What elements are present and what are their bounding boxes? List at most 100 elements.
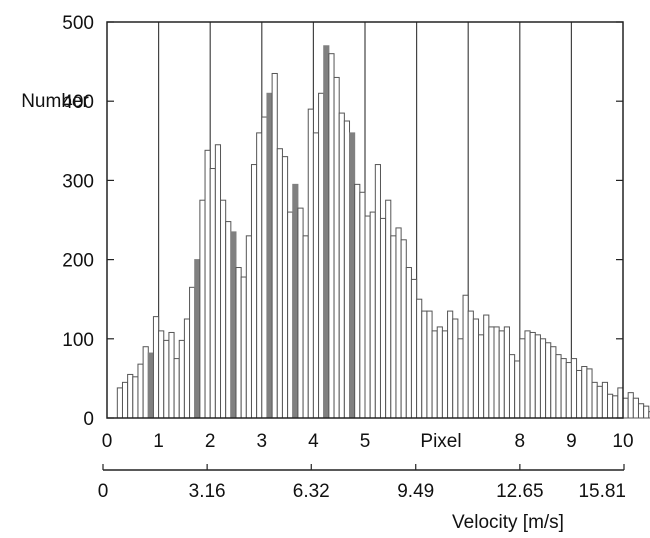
histogram-bar [127, 373, 134, 419]
histogram-bar [612, 395, 619, 419]
histogram-bar [230, 231, 237, 419]
histogram-bar [607, 393, 614, 419]
histogram-bar [400, 239, 407, 419]
histogram-bar [173, 358, 180, 419]
histogram-bar [416, 298, 423, 419]
histogram-bar [627, 392, 634, 419]
y-tick-label: 100 [62, 330, 94, 351]
histogram-bar [508, 354, 516, 419]
velocity-tick-label: 3.16 [189, 481, 226, 502]
velocity-tick-label: 15.81 [578, 481, 626, 502]
x-pixel-axis-title: Pixel [420, 431, 461, 452]
histogram-bar [240, 276, 247, 419]
x-pixel-tick-label: 9 [566, 431, 577, 452]
histogram-bar [529, 331, 536, 419]
histogram-bar [369, 211, 376, 419]
histogram-bar [266, 92, 273, 419]
histogram-bar [364, 215, 371, 419]
histogram-bar [225, 221, 232, 419]
histogram-bar [441, 330, 449, 419]
histogram-bar [178, 339, 185, 419]
histogram-bar [478, 334, 485, 419]
histogram-bar [560, 358, 567, 419]
x-pixel-tick-label: 4 [308, 431, 319, 452]
histogram-bar [472, 318, 480, 419]
x-pixel-tick-label: 10 [612, 431, 633, 452]
histogram-bar [328, 53, 335, 419]
histogram-bar [379, 217, 387, 419]
x-pixel-tick-label: 0 [102, 431, 113, 452]
histogram-bar [261, 116, 268, 419]
histogram-bar [287, 211, 294, 419]
histogram-bar [220, 199, 227, 419]
y-tick-label: 500 [62, 13, 94, 34]
histogram-bar [421, 310, 428, 419]
plot-frame [106, 21, 624, 419]
histogram-bar [632, 397, 639, 419]
histogram-bar [426, 310, 433, 419]
histogram-bar [483, 314, 490, 419]
histogram-bar [312, 132, 320, 419]
histogram-bar [359, 191, 366, 419]
histogram-bar [576, 369, 583, 419]
histogram-bar [493, 326, 500, 419]
histogram-bar [519, 338, 526, 419]
histogram-bar [586, 368, 593, 419]
histogram-bar [250, 164, 258, 419]
x-pixel-tick-label: 2 [205, 431, 216, 452]
histogram-bar [581, 366, 588, 419]
histogram-bar [292, 183, 299, 419]
histogram-bar [168, 331, 175, 419]
histogram-bar [570, 358, 578, 419]
histogram-bar [137, 363, 144, 419]
histogram-bar [436, 326, 443, 419]
histogram-bar [142, 346, 149, 419]
histogram-bar [601, 381, 609, 419]
histogram-bar [498, 330, 505, 419]
x-pixel-tick-label: 3 [257, 431, 268, 452]
velocity-tick-label: 6.32 [293, 481, 330, 502]
histogram-bar [637, 403, 645, 419]
histogram-bar [374, 164, 381, 419]
velocity-tick-label: 12.65 [496, 481, 544, 502]
histogram-bar [622, 397, 629, 419]
velocity-tick-label: 9.49 [397, 481, 434, 502]
histogram-bar [385, 199, 392, 419]
histogram-bar [503, 326, 510, 419]
histogram-bar [214, 144, 222, 419]
histogram-bar [147, 352, 154, 419]
x-pixel-tick-label: 1 [153, 431, 164, 452]
histogram-bar [457, 338, 464, 419]
histogram-bar [410, 278, 418, 419]
histogram-bar [256, 132, 263, 419]
histogram-bar [297, 207, 304, 419]
histogram-bar [545, 342, 552, 419]
histogram-bar [467, 310, 474, 419]
y-axis-ticks: 0 100 200 300 400 500 [62, 13, 623, 430]
y-tick-label: 200 [62, 251, 94, 272]
histogram-bar [534, 334, 541, 419]
histogram-bar [333, 76, 340, 419]
histogram-bar [194, 259, 201, 419]
histogram-bar [550, 346, 557, 419]
y-axis-title: Number [21, 91, 89, 112]
histogram-bar [591, 381, 598, 419]
y-tick-label: 300 [62, 171, 94, 192]
histogram-bar [132, 376, 139, 419]
histogram-bar [524, 330, 531, 419]
histogram-bars [116, 45, 650, 419]
histogram-bar [318, 92, 325, 419]
y-tick-label: 0 [83, 409, 94, 430]
histogram-bar [338, 112, 345, 419]
velocity-axis-ticks: 0 3.16 6.32 9.49 12.65 15.81 [98, 464, 626, 502]
histogram-bar [323, 45, 330, 419]
histogram-bar [488, 326, 495, 419]
y-tick-label: 400 [62, 92, 94, 113]
histogram-bar [189, 286, 196, 419]
histogram-bar [204, 149, 211, 419]
histogram-bar [349, 132, 356, 419]
histogram-bar [276, 148, 283, 419]
histogram-bar [395, 227, 402, 419]
histogram-bar [235, 267, 242, 419]
